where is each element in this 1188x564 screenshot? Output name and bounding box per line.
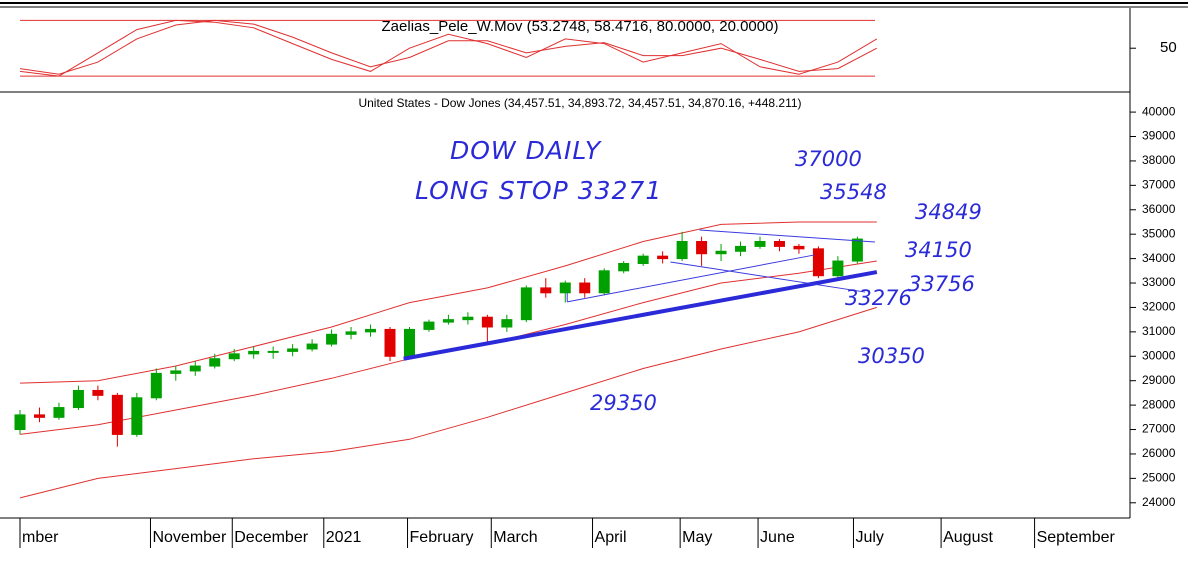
y-tick-label: 32000: [1142, 300, 1176, 314]
candle-body: [72, 389, 84, 409]
candle-body: [793, 245, 805, 250]
y-tick-label: 36000: [1142, 202, 1176, 216]
annotation: 29350: [590, 391, 657, 415]
trend-line: [699, 229, 875, 243]
candle-body: [53, 407, 65, 418]
band-line: [19, 221, 877, 384]
candle-body: [365, 328, 377, 333]
annotation: 34849: [915, 200, 982, 224]
annotation: LONG STOP 33271: [415, 176, 662, 205]
annotation: 33276: [845, 286, 912, 310]
trend-line: [567, 254, 815, 303]
candle-body: [579, 282, 591, 294]
candle-body: [462, 316, 474, 321]
trend-line: [670, 261, 866, 293]
candle-body: [501, 319, 513, 328]
candle-body: [676, 241, 688, 260]
oscillator-line: [19, 19, 878, 75]
annotation: 35548: [820, 180, 887, 204]
x-tick-label: May: [682, 529, 712, 546]
x-tick-label: March: [493, 529, 537, 546]
candle-body: [657, 255, 669, 260]
candle-body: [131, 397, 143, 435]
candle-body: [306, 343, 318, 350]
candle-body: [559, 282, 571, 294]
annotation: 37000: [795, 147, 862, 171]
y-tick-label: 33000: [1142, 275, 1176, 289]
candle-body: [92, 389, 104, 396]
annotation: 34150: [905, 238, 972, 262]
chart-title: United States - Dow Jones (34,457.51, 34…: [358, 96, 801, 110]
y-tick-label: 24000: [1142, 495, 1176, 509]
candle-body: [423, 321, 435, 330]
candle-body: [812, 248, 824, 277]
candle-body: [637, 255, 649, 264]
y-tick-label: 27000: [1142, 422, 1176, 436]
band-line: [19, 260, 877, 435]
x-tick-label: April: [595, 529, 627, 546]
y-tick-label: 26000: [1142, 446, 1176, 460]
candle-body: [33, 414, 45, 418]
candle-body: [754, 241, 766, 247]
candle-body: [14, 414, 26, 431]
y-tick-label: 50: [1160, 39, 1177, 56]
oscillator-line: [19, 19, 878, 77]
y-tick-label: 31000: [1142, 324, 1176, 338]
annotation: 33756: [908, 272, 975, 296]
y-tick-label: 28000: [1142, 397, 1176, 411]
candle-body: [209, 358, 221, 367]
y-tick-label: 29000: [1142, 373, 1176, 387]
candle-body: [696, 241, 708, 255]
candle-body: [189, 365, 201, 372]
x-tick-label: 2021: [326, 529, 362, 546]
candle-body: [442, 319, 454, 323]
x-tick-label: September: [1037, 529, 1116, 546]
candle-body: [735, 245, 747, 252]
candle-body: [403, 328, 415, 357]
y-tick-label: 37000: [1142, 178, 1176, 192]
y-tick-label: 30000: [1142, 348, 1176, 362]
candle-body: [520, 287, 532, 321]
candle-body: [150, 372, 162, 399]
x-tick-label: August: [943, 529, 993, 546]
candle-body: [384, 328, 396, 357]
y-tick-label: 35000: [1142, 226, 1176, 240]
x-tick-label: December: [234, 529, 308, 546]
candle-body: [773, 241, 785, 247]
x-tick-label: November: [152, 529, 226, 546]
y-tick-label: 25000: [1142, 471, 1176, 485]
candle-body: [170, 370, 182, 374]
annotation: DOW DAILY: [450, 136, 602, 165]
y-tick-label: 34000: [1142, 251, 1176, 265]
x-tick-label: mber: [22, 529, 59, 546]
x-tick-label: February: [410, 529, 474, 546]
x-tick-label: June: [760, 529, 795, 546]
candle-body: [540, 287, 552, 294]
y-tick-label: 39000: [1142, 129, 1176, 143]
candle-body: [111, 394, 123, 435]
band-line: [19, 306, 877, 499]
candle-body: [248, 350, 260, 355]
candle-body: [832, 260, 844, 277]
candle-body: [345, 331, 357, 335]
candle-body: [851, 238, 863, 262]
annotation: 30350: [858, 344, 925, 368]
x-tick-label: July: [855, 529, 883, 546]
candle-body: [715, 250, 727, 255]
trend-line: [403, 270, 878, 361]
y-tick-label: 40000: [1142, 104, 1176, 118]
candle-body: [287, 348, 299, 352]
candle-body: [598, 270, 610, 294]
y-tick-label: 38000: [1142, 153, 1176, 167]
candle-body: [267, 350, 279, 353]
candle-body: [618, 262, 630, 272]
candle-body: [326, 333, 338, 345]
candle-body: [228, 353, 240, 360]
candle-body: [481, 316, 493, 328]
oscillator-title: Zaelias_Pele_W.Mov (53.2748, 58.4716, 80…: [382, 18, 779, 35]
